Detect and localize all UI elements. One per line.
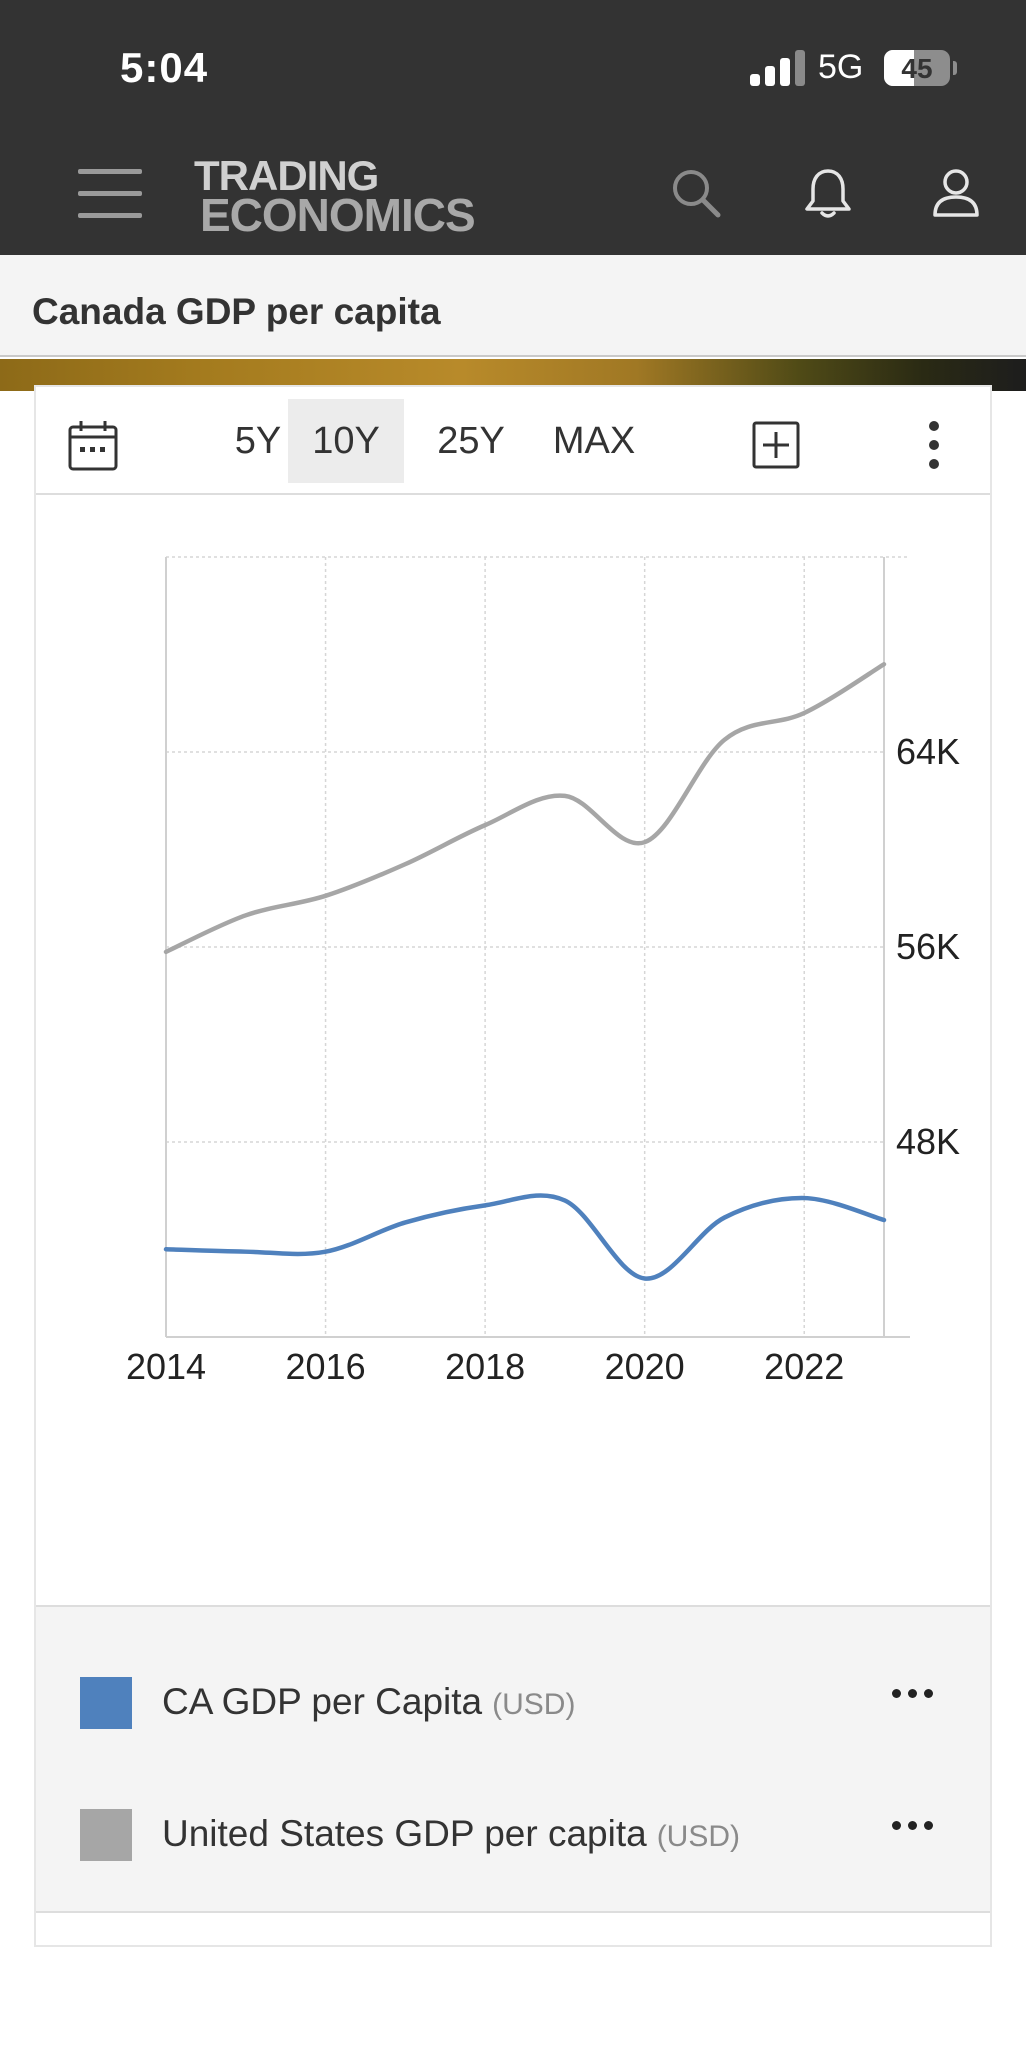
trading-economics-logo[interactable]: TRADING ECONOMICS bbox=[194, 152, 476, 241]
series-options-icon[interactable] bbox=[892, 1821, 936, 1833]
battery-icon: 45 bbox=[884, 50, 950, 86]
menu-icon[interactable] bbox=[78, 167, 142, 219]
range-max-button[interactable]: MAX bbox=[552, 420, 636, 462]
legend-unit: (USD) bbox=[656, 1820, 741, 1853]
status-bar: 5:04 5G 45 bbox=[0, 0, 1026, 135]
legend-swatch bbox=[80, 1677, 132, 1729]
legend-item-us[interactable]: United States GDP per capita (USD) bbox=[36, 1787, 990, 1897]
range-10y-button[interactable]: 10Y bbox=[288, 399, 404, 483]
legend-label: CA GDP per Capita bbox=[162, 1681, 483, 1722]
range-5y-button[interactable]: 5Y bbox=[234, 420, 282, 462]
x-tick-label: 2018 bbox=[445, 1346, 525, 1387]
calendar-icon[interactable] bbox=[68, 419, 118, 471]
series-options-icon[interactable] bbox=[892, 1689, 936, 1701]
title-bar: Canada GDP per capita bbox=[0, 255, 1026, 357]
x-tick-label: 2020 bbox=[605, 1346, 685, 1387]
y-tick-label: 48K bbox=[896, 1121, 960, 1162]
network-label: 5G bbox=[818, 48, 864, 86]
x-tick-label: 2022 bbox=[764, 1346, 844, 1387]
chart-toolbar: 5Y 10Y 25Y MAX bbox=[36, 387, 990, 495]
search-icon[interactable] bbox=[668, 165, 724, 221]
status-time: 5:04 bbox=[120, 44, 209, 91]
legend-unit: (USD) bbox=[492, 1688, 576, 1721]
series-line-ca[interactable] bbox=[163, 1193, 887, 1281]
battery-level: 45 bbox=[901, 53, 933, 84]
series-line-us[interactable] bbox=[163, 662, 887, 955]
add-icon[interactable] bbox=[752, 421, 800, 469]
legend-item-ca[interactable]: CA GDP per Capita (USD) bbox=[36, 1655, 990, 1765]
y-tick-label: 64K bbox=[896, 731, 960, 772]
bell-icon[interactable] bbox=[800, 165, 856, 221]
more-options-icon[interactable] bbox=[928, 421, 940, 469]
legend-label: United States GDP per capita bbox=[162, 1813, 647, 1854]
chart-card: 5Y 10Y 25Y MAX 2014 2016 2018 2020 2022 48K 56… bbox=[34, 385, 992, 1947]
line-chart[interactable]: 2014 2016 2018 2020 2022 48K 56K 64K bbox=[36, 497, 990, 1597]
app-header: TRADING ECONOMICS bbox=[0, 135, 1026, 255]
x-tick-label: 2014 bbox=[126, 1346, 206, 1387]
legend-swatch bbox=[80, 1809, 132, 1861]
signal-icon bbox=[750, 50, 806, 86]
x-tick-label: 2016 bbox=[286, 1346, 366, 1387]
y-tick-label: 56K bbox=[896, 926, 960, 967]
chart-legend: CA GDP per Capita (USD) United States GDP… bbox=[36, 1605, 990, 1913]
range-25y-button[interactable]: 25Y bbox=[437, 420, 505, 462]
user-icon[interactable] bbox=[928, 165, 984, 221]
page-title: Canada GDP per capita bbox=[32, 291, 441, 332]
